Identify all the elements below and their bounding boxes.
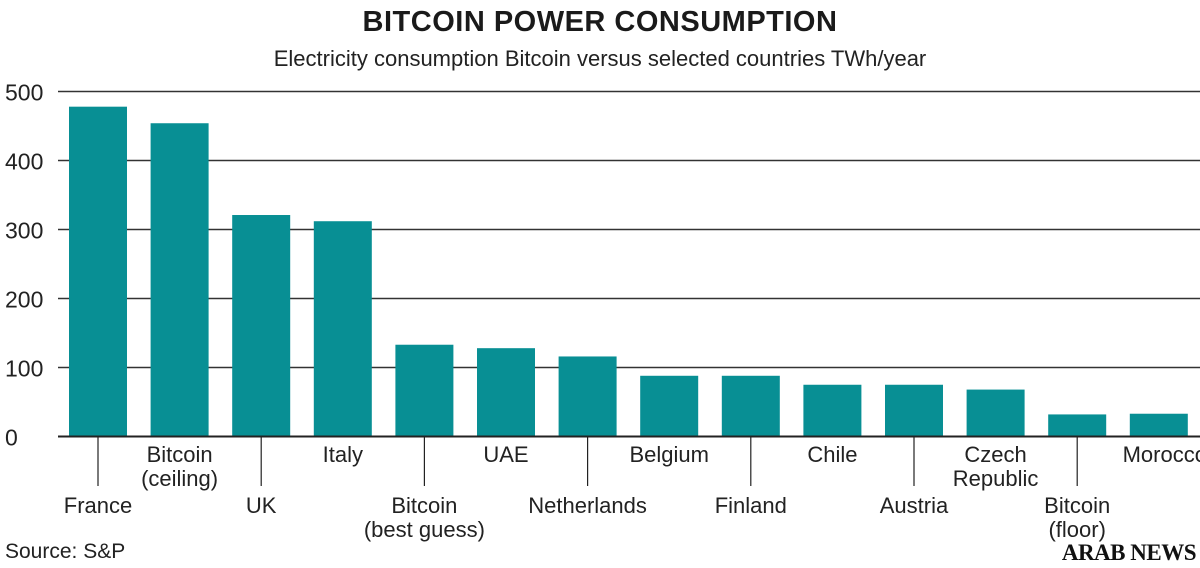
arab-news-logo: ARAB NEWS: [1061, 540, 1197, 565]
source-note: Source: S&P: [5, 540, 126, 563]
x-tick-label: Austria: [880, 493, 949, 518]
x-tick-label: Italy: [323, 442, 363, 467]
y-tick-label: 200: [5, 287, 43, 313]
y-tick-label: 300: [5, 218, 43, 244]
x-tick-label: (best guess): [364, 517, 485, 542]
bar: [885, 384, 943, 437]
x-tick-label: Republic: [953, 466, 1039, 491]
x-tick-label: Belgium: [629, 442, 708, 467]
x-tick-label: France: [64, 493, 132, 518]
bar: [395, 344, 454, 437]
bar: [966, 389, 1025, 437]
bar: [640, 375, 699, 437]
bar: [1048, 414, 1107, 437]
bar: [313, 221, 372, 437]
x-tick-label: UAE: [483, 442, 528, 467]
bar: [477, 348, 535, 437]
x-tick-label: Bitcoin: [391, 493, 457, 518]
x-tick-label: UK: [246, 493, 277, 518]
bar: [558, 356, 617, 437]
chart-title: BITCOIN POWER CONSUMPTION: [362, 6, 838, 38]
y-tick-label: 500: [5, 80, 43, 106]
bar: [1129, 413, 1188, 437]
chart-subtitle: Electricity consumption Bitcoin versus s…: [273, 46, 927, 71]
bar: [232, 215, 291, 437]
bar: [721, 375, 780, 437]
y-tick-label: 0: [5, 425, 18, 451]
x-tick-label: Finland: [715, 493, 787, 518]
x-tick-label: Czech: [964, 442, 1026, 467]
bar: [803, 384, 862, 437]
x-tick-label: (floor): [1048, 517, 1105, 542]
x-tick-label: Chile: [807, 442, 857, 467]
x-tick-label: (ceiling): [141, 466, 218, 491]
x-tick-label: Bitcoin: [1044, 493, 1110, 518]
bar: [150, 123, 209, 437]
x-tick-label: Netherlands: [528, 493, 647, 518]
x-tick-label: Bitcoin: [147, 442, 213, 467]
bar: [69, 106, 127, 437]
x-tick-label: Morocco: [1123, 442, 1200, 467]
y-tick-label: 100: [5, 356, 43, 382]
y-tick-label: 400: [5, 149, 43, 175]
